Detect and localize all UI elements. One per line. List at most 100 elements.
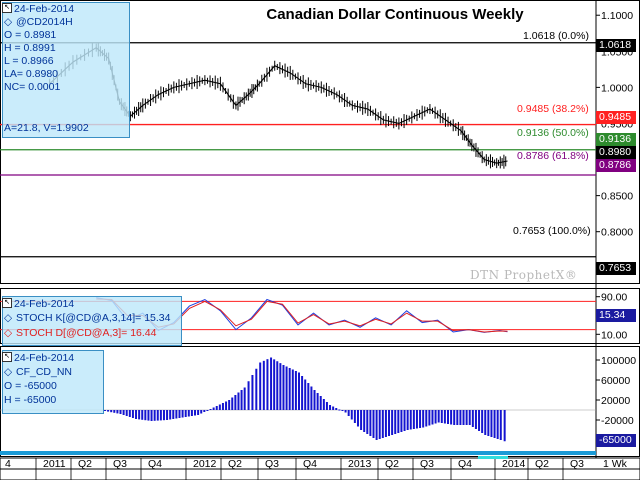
cot-bar-6-2 <box>187 410 190 417</box>
stoch-info-date: 24-Feb-2014 <box>14 298 75 310</box>
x-interval-label: 1 Wk <box>603 458 628 470</box>
cot-bar-16-0 <box>313 390 316 410</box>
stoch-d-label: STOCH D[@CD@A,3]= 16.44 <box>16 327 157 339</box>
level-label-2: 0.9136 (50.0%) <box>517 127 589 139</box>
cot-bar-7-0 <box>197 410 200 415</box>
cot-bar-12-1 <box>262 360 265 410</box>
cot-bottom-strip <box>0 451 596 455</box>
cot-bar-26-1 <box>471 410 474 427</box>
cot-bar-22-3 <box>415 410 418 429</box>
price-info-avg: A=21.8, V=1.9902 <box>4 122 89 134</box>
price-info-symbol-icon: ◇ <box>4 16 13 28</box>
stoch-ytick-label-0: 90.00 <box>601 292 627 304</box>
cot-bar-12-0 <box>259 362 262 410</box>
level-label-0: 1.0618 (0.0%) <box>523 30 589 42</box>
x-label-8: Q4 <box>303 458 317 470</box>
cot-bar-20-3 <box>384 410 387 437</box>
level-tag-4: 0.7653 <box>596 262 636 275</box>
cot-bar-8-4 <box>225 401 228 410</box>
last-price-tag: 0.8980 <box>596 146 636 159</box>
cot-bar-24-1 <box>440 410 443 423</box>
level-tag-0: 1.0618 <box>596 39 636 52</box>
x-label-9: 2013 <box>348 458 372 470</box>
cot-bar-27-3 <box>493 410 496 438</box>
x-highlight-current <box>478 456 508 459</box>
cot-bar-23-1 <box>425 410 428 427</box>
cot-bar-15-3 <box>307 383 310 410</box>
cot-bar-4-4 <box>162 410 165 421</box>
x-label-15: Q3 <box>570 458 584 470</box>
cot-bar-20-4 <box>388 410 391 436</box>
resize-icon-cot[interactable]: ↖ <box>2 352 12 362</box>
cot-bar-5-0 <box>166 410 169 420</box>
cot-ytick-label-1: 60000 <box>601 375 630 387</box>
stoch-info-box <box>2 296 182 346</box>
cot-bar-3-4 <box>147 410 150 421</box>
cot-bar-2-3 <box>128 410 131 417</box>
cot-info-date: 24-Feb-2014 <box>14 352 75 364</box>
cot-bar-3-1 <box>138 410 141 420</box>
price-info-netchange: NC= 0.0001 <box>4 81 61 93</box>
price-info-symbol: @CD2014H <box>16 16 73 28</box>
cot-bar-9-0 <box>228 400 231 410</box>
cot-bar-16-1 <box>316 393 319 410</box>
resize-icon[interactable]: ↖ <box>2 3 12 13</box>
cot-bar-24-3 <box>447 410 449 424</box>
cot-bar-18-2 <box>350 410 353 420</box>
cot-bar-21-1 <box>394 410 397 434</box>
cot-ytick-label-3: -20000 <box>601 415 634 427</box>
cot-bar-17-3 <box>338 409 341 411</box>
cot-bar-23-0 <box>422 410 425 428</box>
cot-bar-20-1 <box>378 410 381 439</box>
cot-bar-21-0 <box>391 410 394 435</box>
cot-bar-26-2 <box>474 410 477 429</box>
price-info-last: LA= 0.8980 <box>4 68 59 80</box>
cot-bar-14-4 <box>294 371 297 410</box>
cot-bar-19-3 <box>369 410 372 436</box>
cot-bar-24-2 <box>443 410 446 424</box>
cot-bar-2-2 <box>125 410 128 416</box>
price-info-open: O = 0.8981 <box>4 29 57 41</box>
cot-bar-9-1 <box>231 397 234 410</box>
cot-bar-8-1 <box>215 406 218 410</box>
cot-bar-8-2 <box>218 404 221 410</box>
level-label-3: 0.8786 (61.8%) <box>517 150 589 162</box>
chart-title: Canadian Dollar Continuous Weekly <box>266 6 524 23</box>
resize-icon-stoch[interactable]: ↖ <box>2 298 12 308</box>
cot-bar-17-4 <box>341 410 344 411</box>
cot-bar-7-2 <box>203 410 206 412</box>
x-label-3: Q3 <box>113 458 127 470</box>
cot-bar-21-4 <box>403 410 406 431</box>
cot-bar-25-0 <box>453 410 456 425</box>
price-ytick-label-6: 0.8000 <box>601 227 633 239</box>
cot-bar-22-0 <box>406 410 409 430</box>
cot-bar-17-0 <box>329 405 332 410</box>
x-label-1: 2011 <box>43 458 66 470</box>
cot-bar-11-0 <box>251 375 254 410</box>
cot-bar-21-2 <box>397 410 400 433</box>
cot-bar-5-1 <box>169 410 172 420</box>
cot-bar-16-3 <box>322 399 325 410</box>
price-info-high: H = 0.8991 <box>4 42 56 54</box>
cot-bar-25-2 <box>459 410 462 425</box>
stoch-k-label: STOCH K[@CD@A,3,14]= 15.34 <box>16 312 171 324</box>
x-label-5: 2012 <box>193 458 217 470</box>
cot-bar-11-1 <box>255 368 258 410</box>
cot-bar-8-3 <box>221 403 224 410</box>
x-label-12: Q4 <box>458 458 472 470</box>
cot-bar-12-2 <box>266 359 269 410</box>
cot-bar-14-2 <box>288 368 291 410</box>
cot-bar-4-3 <box>159 410 162 421</box>
cot-bar-16-2 <box>319 396 322 410</box>
cot-bar-20-2 <box>381 410 384 438</box>
x-label-4: Q4 <box>148 458 162 470</box>
cot-bar-4-1 <box>153 410 156 421</box>
cot-bar-23-3 <box>431 410 434 425</box>
cot-bar-13-3 <box>279 363 282 410</box>
cot-bar-6-0 <box>181 410 184 418</box>
cot-bar-7-4 <box>209 409 212 410</box>
cot-bar-15-1 <box>301 376 304 410</box>
cot-bar-23-2 <box>428 410 431 426</box>
cot-info-box <box>2 350 104 414</box>
price-info-low: L = 0.8966 <box>4 55 54 67</box>
